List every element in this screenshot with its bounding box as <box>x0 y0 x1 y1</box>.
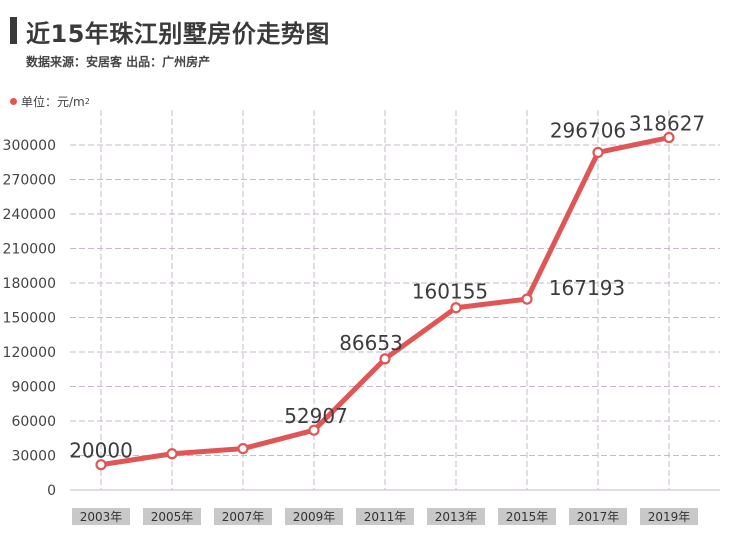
x-tick-label-bg <box>640 508 698 525</box>
y-tick-label: 150000 <box>3 311 56 327</box>
y-tick-label: 240000 <box>3 207 56 223</box>
data-point <box>379 353 391 365</box>
chart-source: 数据来源：安居客 出品：广州房产 <box>26 55 211 69</box>
data-label: 167193 <box>549 276 625 300</box>
data-point <box>237 443 249 455</box>
x-tick-label: 2015年 <box>506 510 549 524</box>
x-tick-label: 2017年 <box>577 510 620 524</box>
chart-title: 近15年珠江别墅房价走势图 <box>26 20 330 48</box>
y-tick-label: 180000 <box>3 276 56 292</box>
x-tick-label: 2009年 <box>293 510 336 524</box>
y-tick-label: 210000 <box>3 242 56 258</box>
x-tick-label: 2019年 <box>648 510 691 524</box>
data-point <box>166 448 178 460</box>
data-label: 20000 <box>69 439 133 463</box>
x-tick-label: 2003年 <box>80 510 123 524</box>
x-tick-label: 2011年 <box>364 510 407 524</box>
data-label: 160155 <box>412 280 488 304</box>
y-tick-label: 270000 <box>3 173 56 189</box>
data-point <box>592 146 604 159</box>
data-point <box>663 131 675 144</box>
y-tick-label: 30000 <box>11 449 56 465</box>
x-tick-label-bg <box>72 508 130 525</box>
x-tick-label-bg <box>498 508 556 525</box>
title-accent-bar <box>10 17 17 44</box>
x-tick-label-bg <box>569 508 627 525</box>
data-point <box>308 424 320 436</box>
y-tick-label: 0 <box>47 483 56 499</box>
y-tick-label: 60000 <box>11 414 56 430</box>
data-label: 296706 <box>550 118 626 142</box>
legend-dot-icon <box>10 98 17 105</box>
x-tick-label-bg <box>143 508 201 525</box>
data-label: 86653 <box>339 331 403 355</box>
data-point <box>450 302 462 314</box>
x-tick-label: 2007年 <box>222 510 265 524</box>
data-label: 52907 <box>284 404 348 428</box>
y-tick-label: 300000 <box>3 138 56 154</box>
y-tick-label: 120000 <box>3 345 56 361</box>
x-tick-label-bg <box>427 508 485 525</box>
unit-label: 单位：元/m <box>21 95 85 109</box>
x-tick-label: 2005年 <box>151 510 194 524</box>
data-point <box>95 459 107 471</box>
x-tick-label: 2013年 <box>435 510 478 524</box>
data-point <box>521 293 533 305</box>
unit-legend: 单位：元/m 2 <box>10 93 90 110</box>
x-tick-label-bg <box>214 508 272 525</box>
x-tick-label-bg <box>356 508 414 525</box>
data-label: 318627 <box>629 112 705 136</box>
x-tick-label-bg <box>285 508 343 525</box>
y-tick-label: 90000 <box>11 380 56 396</box>
